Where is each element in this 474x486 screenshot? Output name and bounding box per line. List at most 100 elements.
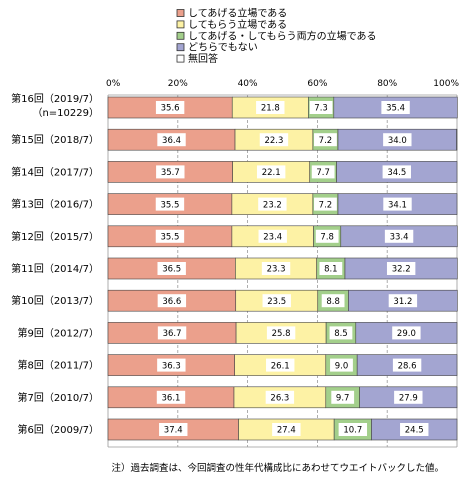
data-label: 7.7 xyxy=(316,168,330,178)
category-label: 第9回（2012/7） xyxy=(17,326,99,339)
data-label: 22.3 xyxy=(264,136,283,146)
data-label: 23.4 xyxy=(263,233,282,243)
data-label-bg xyxy=(159,423,188,436)
category-label: 第7回（2010/7） xyxy=(17,391,99,404)
data-label: 36.6 xyxy=(162,297,181,307)
data-label-bg xyxy=(157,326,187,340)
data-label-bg xyxy=(262,294,291,308)
legend-swatch-2 xyxy=(176,20,185,29)
x-tick-label: 100% xyxy=(433,79,459,89)
category-label: 第14回（2017/7） xyxy=(11,165,99,178)
data-label: 36.7 xyxy=(163,329,182,339)
data-label-bg xyxy=(383,133,412,147)
data-label-bg xyxy=(265,390,295,404)
data-label-bg xyxy=(400,423,429,436)
data-label-bg xyxy=(156,165,185,179)
data-label-bg xyxy=(321,294,345,308)
data-label: 36.3 xyxy=(162,361,181,371)
legend-label-1: してあげる立場である xyxy=(188,7,287,20)
data-label: 27.9 xyxy=(399,394,418,404)
data-label: 28.6 xyxy=(398,361,417,371)
data-label-bg xyxy=(157,358,186,372)
data-label-bg xyxy=(329,326,353,340)
data-label-bg xyxy=(266,358,295,372)
data-label-bg xyxy=(155,197,185,211)
data-label: 23.2 xyxy=(263,200,282,210)
data-label-bg xyxy=(156,390,186,404)
data-label: 27.4 xyxy=(277,426,296,436)
data-label: 23.3 xyxy=(267,265,286,275)
data-label: 7.3 xyxy=(314,104,328,114)
x-tick-label: 80% xyxy=(377,79,397,89)
data-label: 23.5 xyxy=(267,297,286,307)
data-label-bg xyxy=(388,294,418,308)
data-label-bg xyxy=(338,423,368,436)
data-label-bg xyxy=(256,101,285,114)
data-label-bg xyxy=(381,101,410,114)
data-label: 35.4 xyxy=(386,104,405,114)
data-label: 37.4 xyxy=(164,426,183,436)
legend-label-4: どちらでもない xyxy=(188,42,258,54)
data-label-bg xyxy=(309,101,333,114)
category-label: 第11回（2014/7） xyxy=(11,262,99,275)
data-label: 35.5 xyxy=(160,200,179,210)
data-label: 7.8 xyxy=(320,233,334,243)
category-label: 第15回（2018/7） xyxy=(11,133,99,146)
legend-label-2: してもらう立場である xyxy=(188,18,287,31)
data-label-bg xyxy=(384,229,414,243)
legend-label-3: してあげる・してもらう両方の立場である xyxy=(188,29,377,42)
data-label-bg xyxy=(258,197,287,211)
data-label-bg xyxy=(392,358,422,372)
data-label-bg xyxy=(157,294,187,308)
legend-swatch-5 xyxy=(176,54,185,63)
category-label: 第6回（2009/7） xyxy=(17,423,99,436)
data-label-bg xyxy=(157,133,186,147)
legend-swatch-1 xyxy=(176,9,185,17)
x-tick-label: 20% xyxy=(168,79,188,89)
data-label-bg xyxy=(330,358,353,372)
data-label: 34.0 xyxy=(388,136,407,146)
data-label: 36.5 xyxy=(162,265,181,275)
data-label-bg xyxy=(258,229,287,243)
data-label-bg xyxy=(383,197,412,211)
data-label: 36.1 xyxy=(162,394,181,404)
category-label: 第16回（2019/7） xyxy=(11,92,99,105)
data-label: 32.2 xyxy=(392,265,411,275)
data-label-bg xyxy=(386,262,416,275)
data-label: 8.8 xyxy=(326,297,340,307)
data-label: 8.1 xyxy=(324,265,338,275)
category-label: 第12回（2015/7） xyxy=(11,230,99,243)
data-label-bg xyxy=(266,326,296,340)
data-label-bg xyxy=(155,101,185,114)
data-label: 26.1 xyxy=(271,361,290,371)
data-label: 31.2 xyxy=(393,297,412,307)
legend-label-5: 無回答 xyxy=(188,52,218,65)
data-label-bg xyxy=(259,133,289,147)
data-label: 21.8 xyxy=(261,104,280,114)
data-label: 7.2 xyxy=(319,136,333,146)
data-label: 8.5 xyxy=(334,329,348,339)
data-label: 25.8 xyxy=(272,329,291,339)
footnote: 注）過去調査は、今回調査の性年代構成比にあわせてウエイトバックした値。 xyxy=(111,462,444,474)
category-label: 第8回（2011/7） xyxy=(17,359,99,372)
data-label-bg xyxy=(331,390,355,404)
data-label-bg xyxy=(392,326,421,340)
data-label-bg xyxy=(314,133,337,147)
data-label-bg xyxy=(315,229,339,243)
data-label-bg xyxy=(319,262,343,275)
data-label: 29.0 xyxy=(397,329,416,339)
data-label: 36.4 xyxy=(162,136,181,146)
data-label: 33.4 xyxy=(390,233,409,243)
data-label-bg xyxy=(382,165,411,179)
x-tick-label: 0% xyxy=(106,79,121,89)
data-label: 34.1 xyxy=(388,200,407,210)
data-label: 9.0 xyxy=(335,361,349,371)
data-label-bg xyxy=(394,390,423,404)
data-label: 7.2 xyxy=(319,200,333,210)
legend-swatch-4 xyxy=(176,43,185,52)
category-label: 第13回（2016/7） xyxy=(11,198,99,211)
data-label-bg xyxy=(155,229,185,243)
data-label: 34.5 xyxy=(387,168,406,178)
data-label: 22.1 xyxy=(262,168,281,178)
